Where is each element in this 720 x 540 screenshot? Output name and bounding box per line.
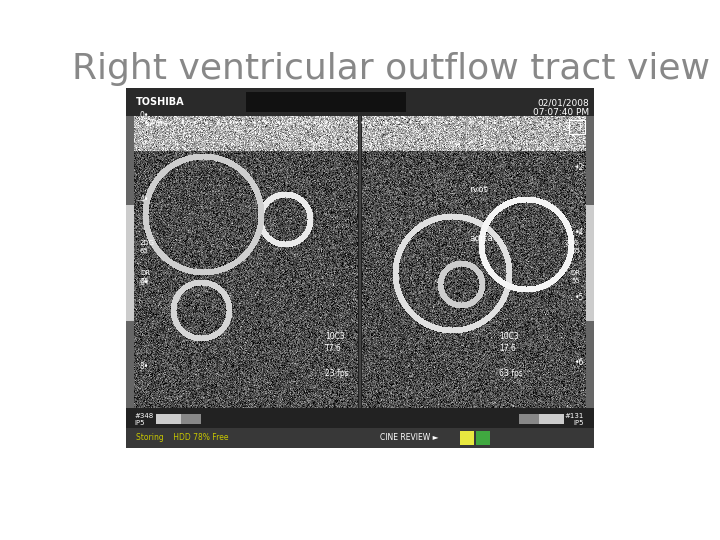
Bar <box>586 205 594 321</box>
Text: 63 fps: 63 fps <box>499 369 523 378</box>
Bar <box>569 120 585 134</box>
Text: IP5: IP5 <box>574 420 584 426</box>
Bar <box>359 116 361 408</box>
Text: DR
55: DR 55 <box>140 270 150 284</box>
Text: rvot: rvot <box>469 185 487 193</box>
Text: 0•: 0• <box>140 111 149 120</box>
Bar <box>246 92 406 112</box>
Text: 23 fps: 23 fps <box>325 369 348 378</box>
Text: #131: #131 <box>564 413 584 419</box>
Text: #348: #348 <box>134 413 153 419</box>
Bar <box>476 431 490 445</box>
Bar <box>156 414 201 424</box>
Text: 02/01/2008: 02/01/2008 <box>537 98 589 107</box>
Text: 6•: 6• <box>140 278 149 287</box>
Bar <box>126 428 594 448</box>
Text: CINE REVIEW ►: CINE REVIEW ► <box>380 434 438 442</box>
Bar <box>156 414 181 424</box>
Text: 07:07:40 PM: 07:07:40 PM <box>533 108 589 117</box>
Text: 2DG
65: 2DG 65 <box>565 240 580 254</box>
Bar <box>126 116 134 408</box>
Text: aorta: aorta <box>469 234 493 243</box>
Text: T: T <box>577 123 582 132</box>
Bar <box>126 88 594 448</box>
Bar <box>126 205 134 321</box>
Bar <box>586 116 594 408</box>
Bar <box>519 414 564 424</box>
Bar <box>460 431 474 445</box>
Text: TOSHIBA: TOSHIBA <box>136 97 184 107</box>
Text: Right ventricular outflow tract view: Right ventricular outflow tract view <box>72 52 710 86</box>
Text: Storing    HDD 78% Free: Storing HDD 78% Free <box>136 434 228 442</box>
Text: •4: •4 <box>575 228 584 237</box>
Bar <box>126 88 594 116</box>
Text: •2: •2 <box>575 164 584 172</box>
Text: 8•: 8• <box>140 362 149 371</box>
Text: IP5: IP5 <box>134 420 145 426</box>
Text: 2DG
65: 2DG 65 <box>140 240 155 254</box>
Text: 4•: 4• <box>140 195 149 204</box>
Text: •6: •6 <box>575 358 584 367</box>
Text: DR
55: DR 55 <box>570 270 580 284</box>
Text: 10C3
17.6: 10C3 17.6 <box>499 332 519 353</box>
Text: •5: •5 <box>575 293 584 302</box>
Text: ΩPure: ΩPure <box>146 119 169 128</box>
Text: 10C3
T7.6: 10C3 T7.6 <box>325 332 345 353</box>
Bar <box>539 414 564 424</box>
